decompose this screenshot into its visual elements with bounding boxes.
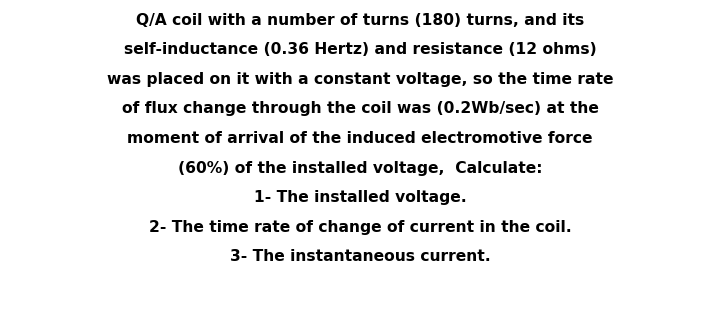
Text: of flux change through the coil was (0.2Wb/sec) at the: of flux change through the coil was (0.2… [122,101,598,116]
Text: self-inductance (0.36 Hertz) and resistance (12 ohms): self-inductance (0.36 Hertz) and resista… [124,42,596,57]
Text: (60%) of the installed voltage,  Calculate:: (60%) of the installed voltage, Calculat… [178,161,542,176]
Text: moment of arrival of the induced electromotive force: moment of arrival of the induced electro… [127,131,593,146]
Text: 3- The instantaneous current.: 3- The instantaneous current. [230,249,490,264]
Text: 2- The time rate of change of current in the coil.: 2- The time rate of change of current in… [148,220,572,235]
Text: 1- The installed voltage.: 1- The installed voltage. [253,190,467,205]
Text: Q/A coil with a number of turns (180) turns, and its: Q/A coil with a number of turns (180) tu… [136,13,584,28]
Text: was placed on it with a constant voltage, so the time rate: was placed on it with a constant voltage… [107,72,613,87]
